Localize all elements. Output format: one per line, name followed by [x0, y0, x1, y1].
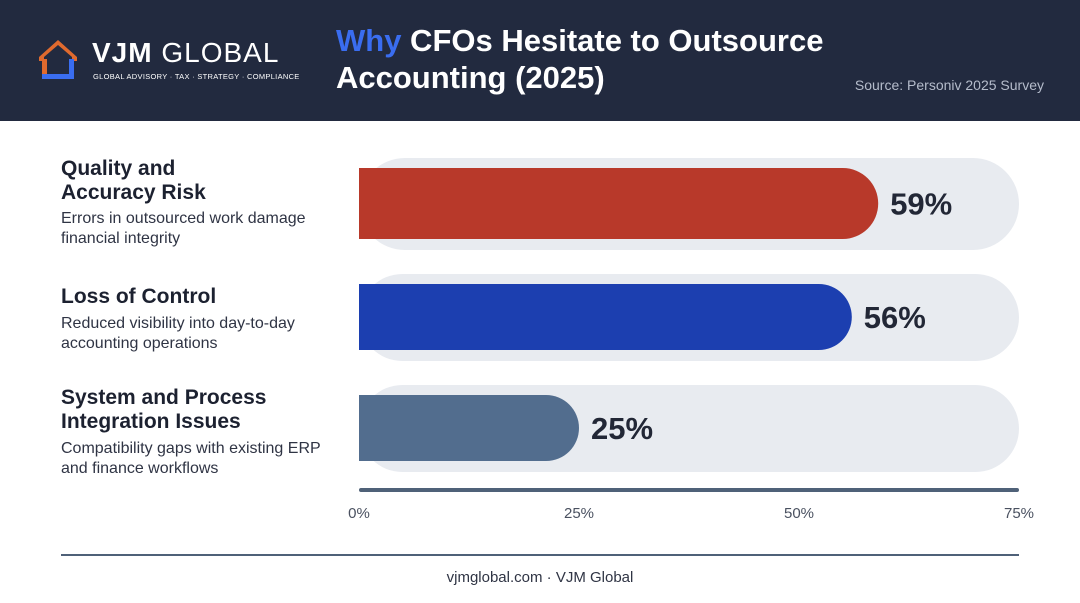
x-tick-label: 50% [784, 505, 814, 522]
footer-text: vjmglobal.com · VJM Global [446, 569, 634, 586]
bar [359, 168, 879, 239]
value-label: 25% [591, 411, 653, 446]
x-tick-label: 75% [1004, 505, 1034, 522]
x-tick-label: 25% [564, 505, 594, 522]
house-logo-icon [39, 40, 77, 79]
category-desc-quality: Errors in outsourced work damage financi… [61, 210, 306, 247]
category-desc-integration: Compatibility gaps with existing ERP and… [61, 440, 321, 477]
title-accent: Why [336, 23, 402, 58]
brand-name-bold: VJM [92, 37, 153, 68]
footer-divider [61, 554, 1019, 556]
header-banner: VJM GLOBAL GLOBAL ADVISORY · TAX · STRAT… [0, 0, 1080, 121]
brand-tagline: GLOBAL ADVISORY · TAX · STRATEGY · COMPL… [93, 72, 300, 81]
value-label: 56% [864, 300, 926, 335]
x-axis-line [359, 488, 1019, 492]
bar [359, 284, 852, 350]
source-note: Source: Personiv 2025 Survey [854, 77, 1044, 93]
title-rest: CFOs Hesitate to Outsource Accounting (2… [336, 23, 824, 95]
category-title-control: Loss of Control [61, 285, 217, 308]
category-desc-control: Reduced visibility into day-to-day accou… [61, 315, 295, 352]
brand-name-rest: GLOBAL [152, 37, 280, 68]
page-title: Why CFOs Hesitate to Outsource Accountin… [336, 22, 936, 96]
value-label: 59% [890, 187, 952, 222]
category-title-quality: Quality and Accuracy Risk [61, 157, 206, 204]
x-tick-label: 0% [348, 505, 370, 522]
brand-name: VJM GLOBAL [92, 39, 279, 67]
category-title-integration: System and Process Integration Issues [61, 386, 267, 433]
bar [359, 395, 579, 461]
